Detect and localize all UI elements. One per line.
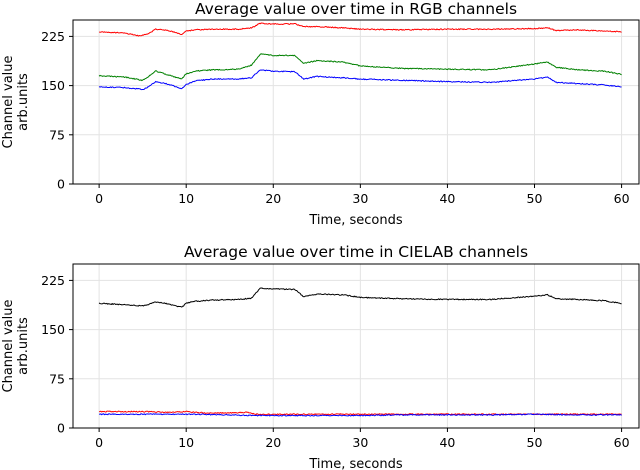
rgb-series-g (98, 53, 622, 82)
cielab-x-tick-label: 10 (178, 435, 194, 450)
rgb-chart: Average value over time in RGB channels … (1, 0, 640, 228)
cielab-x-tick-label: 30 (352, 435, 368, 450)
cielab-plot-frame (72, 263, 640, 429)
cielab-series-b (99, 413, 622, 417)
rgb-series-b (98, 69, 622, 91)
cielab-y-axis-label-line1: Channel value (1, 299, 16, 392)
rgb-x-tick-label: 20 (265, 191, 281, 206)
rgb-y-tick-label: 75 (49, 127, 65, 142)
cielab-x-tick-label: 40 (439, 435, 455, 450)
rgb-x-tick-label: 30 (352, 191, 368, 206)
cielab-y-tick-label: 225 (41, 273, 65, 288)
cielab-x-tick-label: 60 (614, 435, 630, 450)
rgb-y-tick-label: 225 (41, 29, 65, 44)
rgb-x-axis-label: Time, seconds (308, 213, 402, 228)
rgb-y-tick-label: 0 (57, 177, 65, 192)
rgb-x-tick-label: 50 (527, 191, 543, 206)
rgb-series-r (99, 22, 622, 37)
cielab-y-tick-label: 0 (57, 421, 65, 436)
rgb-y-axis-label-line1: Channel value (1, 55, 16, 148)
rgb-x-tick-label: 40 (439, 191, 455, 206)
cielab-x-tick-label: 0 (95, 435, 103, 450)
rgb-y-axis-label-line2: arb.units (16, 73, 31, 131)
cielab-x-tick-label: 20 (265, 435, 281, 450)
cielab-x-tick-label: 50 (527, 435, 543, 450)
cielab-x-axis-label: Time, seconds (308, 457, 402, 470)
cielab-y-axis-label-line2: arb.units (16, 317, 31, 375)
rgb-y-tick-label: 150 (41, 78, 65, 93)
rgb-x-tick-label: 10 (178, 191, 194, 206)
cielab-y-tick-label: 75 (49, 371, 65, 386)
cielab-chart: Average value over time in CIELAB channe… (1, 243, 640, 470)
rgb-chart-title: Average value over time in RGB channels (195, 0, 517, 18)
rgb-x-tick-label: 60 (614, 191, 630, 206)
cielab-series-l (98, 287, 622, 308)
rgb-x-tick-label: 0 (95, 191, 103, 206)
cielab-y-tick-label: 150 (41, 322, 65, 337)
rgb-plot-frame (72, 19, 640, 185)
cielab-chart-title: Average value over time in CIELAB channe… (184, 243, 528, 261)
